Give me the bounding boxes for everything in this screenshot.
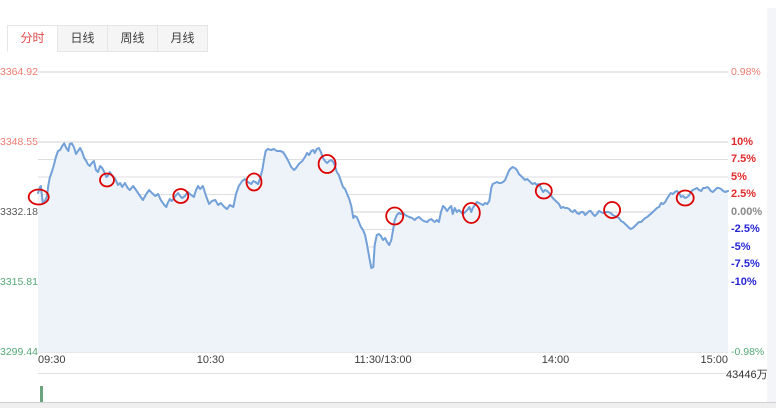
right-panel-edge: [767, 8, 776, 408]
percent-inner-label: 2.5%: [731, 188, 757, 200]
time-axis-label: 10:30: [196, 354, 225, 366]
percent-inner-label: 7.5%: [731, 153, 757, 165]
annotation-circle: [534, 182, 553, 200]
panel-divider: [0, 402, 776, 403]
price-axis-label: 3364.92: [0, 65, 38, 78]
tab-weekly[interactable]: 周线: [107, 25, 158, 52]
annotation-circle: [603, 201, 621, 219]
turnover-label: 43446万: [726, 369, 768, 381]
price-area-fill: [38, 143, 728, 352]
annotation-circle: [461, 202, 481, 224]
price-axis-label: 3332.18: [0, 205, 38, 218]
panel-bottom-edge: [0, 403, 776, 408]
percent-inner-label: 5%: [731, 170, 747, 183]
annotation-circle: [675, 189, 695, 207]
percent-inner-label: 10%: [731, 135, 754, 148]
price-line: [37, 142, 729, 269]
annotation-circle: [172, 188, 190, 204]
percent-outer-label: 0.98%: [731, 65, 761, 78]
price-axis-label: 3299.44: [0, 345, 38, 358]
tab-daily[interactable]: 日线: [57, 25, 108, 52]
time-axis-label: 09:30: [38, 354, 66, 366]
time-axis-label: 14:00: [541, 354, 570, 366]
time-axis-label: 15:00: [700, 354, 728, 366]
percent-inner-label: -10%: [731, 275, 757, 288]
tab-minute[interactable]: 分时: [7, 25, 58, 52]
percent-inner-label: -5%: [731, 240, 751, 253]
volume-bar: [40, 386, 43, 402]
price-axis-label: 3348.55: [0, 135, 38, 148]
period-tabbar: 分时 日线 周线 月线: [7, 25, 208, 52]
percent-inner-label: -2.5%: [731, 223, 760, 235]
annotation-circle: [27, 188, 50, 206]
percent-inner-label: 0.00%: [731, 205, 763, 218]
annotation-circle: [385, 206, 405, 226]
annotation-circle: [317, 154, 337, 174]
price-axis-label: 3315.81: [0, 275, 38, 288]
tab-monthly[interactable]: 月线: [157, 25, 208, 52]
time-axis-label: 11:30/13:00: [354, 354, 412, 366]
annotation-circle: [99, 172, 115, 188]
percent-outer-label: -0.98%: [731, 345, 765, 358]
percent-inner-label: -7.5%: [731, 258, 760, 270]
annotation-circle: [245, 172, 263, 192]
